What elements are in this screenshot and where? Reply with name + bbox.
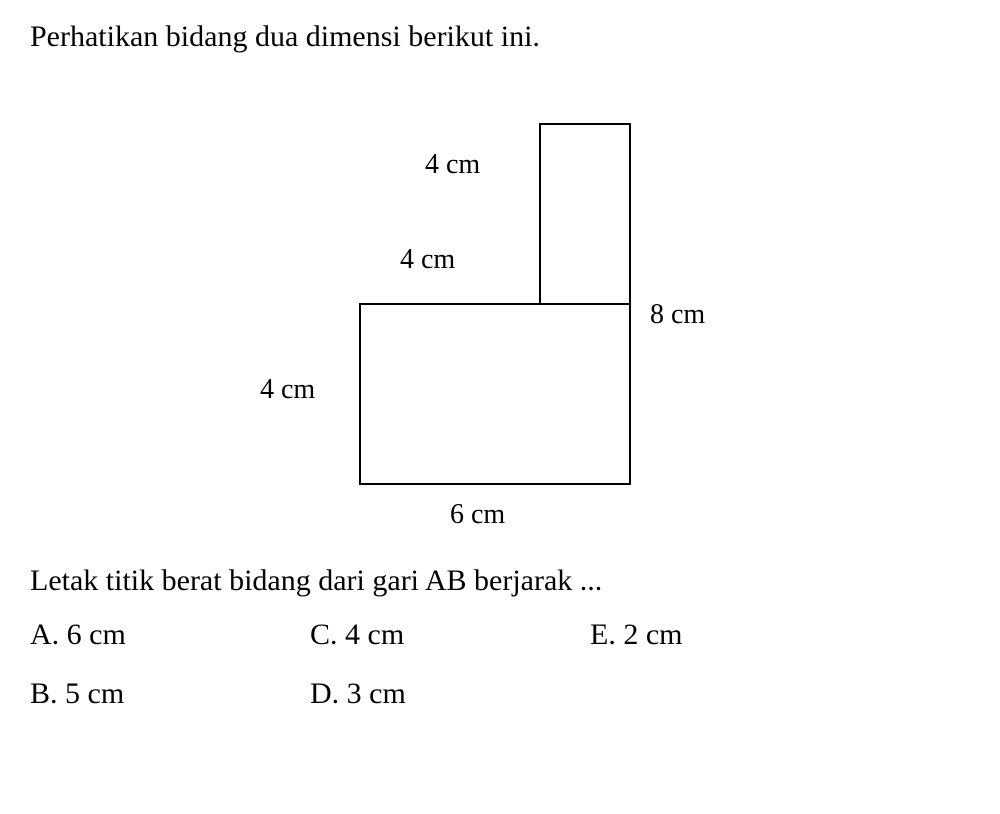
question-text: Perhatikan bidang dua dimensi berikut in… [30,20,970,54]
label-notch-width: 4 cm [400,244,455,276]
options-grid: A. 6 cm C. 4 cm E. 2 cm B. 5 cm D. 3 cm [30,618,970,711]
prompt-text: Letak titik berat bidang dari gari AB be… [30,564,970,598]
option-d: D. 3 cm [310,677,590,711]
label-bottom-width: 6 cm [450,499,505,531]
option-e: E. 2 cm [590,618,870,652]
option-c: C. 4 cm [310,618,590,652]
diagram: 4 cm 4 cm 8 cm 4 cm 6 cm [200,74,800,554]
option-b: B. 5 cm [30,677,310,711]
label-right-total: 8 cm [650,299,705,331]
label-left-height: 4 cm [260,374,315,406]
shape-svg [200,74,800,554]
option-a: A. 6 cm [30,618,310,652]
label-top-rect-height: 4 cm [425,149,480,181]
